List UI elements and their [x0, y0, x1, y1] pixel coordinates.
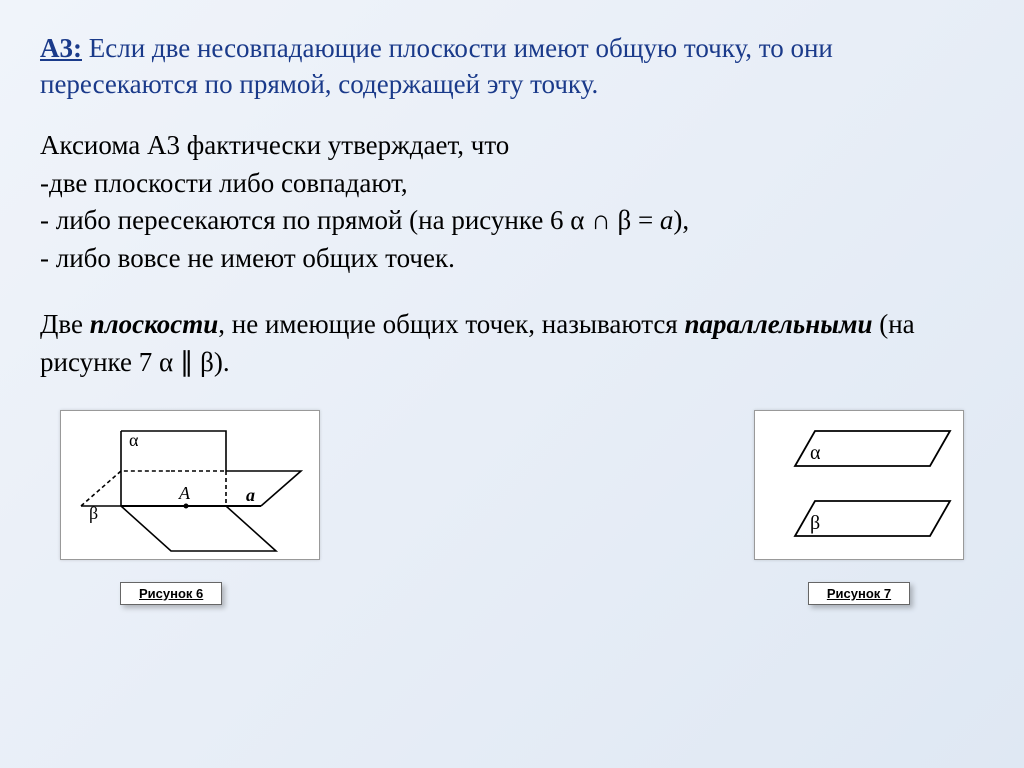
term-planes: плоскости [90, 309, 219, 339]
fig7-alpha: α [810, 442, 821, 464]
explanation-line2: - либо пересекаются по прямой (на рисунк… [40, 202, 984, 240]
explanation-line3: - либо вовсе не имеют общих точек. [40, 240, 984, 278]
explanation-line1: -две плоскости либо совпадают, [40, 165, 984, 203]
figure-7-image: α β [754, 410, 964, 560]
fig6-alpha: α [129, 430, 139, 450]
explanation-intro: Аксиома А3 фактически утверждает, что [40, 127, 984, 165]
figure-6-image: A a α β [60, 410, 320, 560]
fig6-beta: β [89, 503, 98, 523]
figure-6-caption: Рисунок 6 [120, 582, 222, 605]
fig7-beta: β [810, 512, 820, 534]
explanation-block: Аксиома А3 фактически утверждает, что -д… [40, 127, 984, 278]
figure-6-block: A a α β Рисунок 6 [60, 410, 320, 605]
fig6-line-a: a [246, 485, 255, 505]
fig6-pointA: A [178, 483, 191, 503]
term-parallel: параллельными [684, 309, 872, 339]
axiom-label: А3: [40, 33, 82, 63]
figures-container: A a α β Рисунок 6 α β Рисунок 7 [40, 410, 984, 605]
axiom-statement: Если две несовпадающие плоскости имеют о… [40, 33, 833, 99]
figure-7-block: α β Рисунок 7 [754, 410, 964, 605]
figure-7-caption: Рисунок 7 [808, 582, 910, 605]
definition-block: Две плоскости, не имеющие общих точек, н… [40, 306, 984, 382]
axiom-heading: А3: Если две несовпадающие плоскости име… [40, 30, 984, 103]
